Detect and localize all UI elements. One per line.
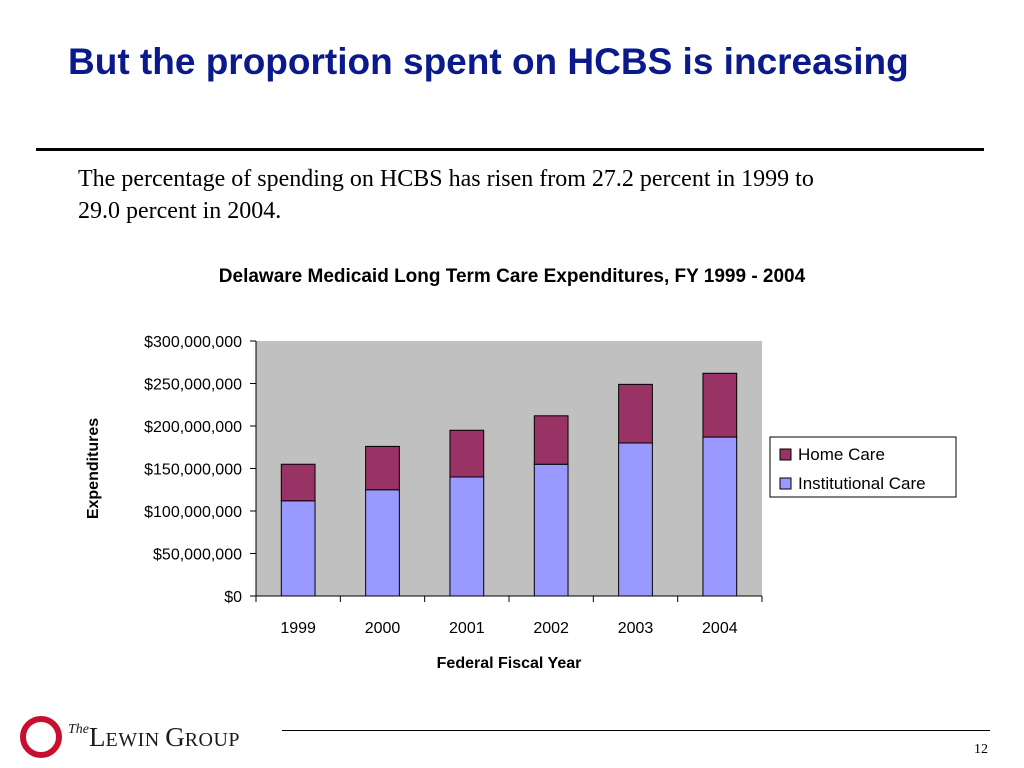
logo-wordmark: TheLEWIN GROUP [68, 722, 241, 752]
bar-home-care-2000 [365, 445, 400, 491]
chart-title: Delaware Medicaid Long Term Care Expendi… [218, 266, 806, 287]
y-tick-label: $150,000,000 [144, 462, 242, 479]
x-tick-label: 2000 [365, 620, 401, 637]
bar-home-care-2001 [449, 429, 485, 478]
legend: Home Care Institutional Care [769, 436, 957, 498]
lewin-group-logo: TheLEWIN GROUP [20, 716, 290, 760]
bar-home-care-2004 [702, 372, 738, 438]
page-number: 12 [974, 742, 988, 757]
bar-institutional-care-2001 [449, 476, 485, 597]
x-tick-label: 2004 [702, 620, 738, 637]
y-tick-label: $300,000,000 [144, 334, 242, 351]
bar-institutional-care-2002 [533, 463, 569, 597]
bar-institutional-care-1999 [280, 500, 316, 597]
logo-ring-icon [20, 716, 62, 758]
legend-swatch [779, 448, 792, 461]
legend-label: Institutional Care [798, 474, 926, 493]
y-axis-label: Expenditures [85, 418, 102, 519]
title-divider [36, 148, 984, 151]
footer-divider [282, 730, 990, 731]
x-tick-label: 2002 [533, 620, 569, 637]
x-tick-label: 2001 [449, 620, 485, 637]
legend-label: Home Care [798, 445, 885, 464]
axes-group [250, 340, 763, 602]
bar-institutional-care-2000 [365, 489, 400, 597]
tick-labels-group: $0 $50,000,000 $100,000,000 $150,000,000 $20… [144, 334, 738, 637]
x-tick-label: 2003 [618, 620, 654, 637]
y-tick-label: $0 [224, 589, 242, 606]
bar-home-care-1999 [280, 463, 316, 502]
bar-home-care-2002 [533, 415, 569, 465]
y-tick-label: $200,000,000 [144, 419, 242, 436]
y-tick-label: $50,000,000 [153, 547, 242, 564]
legend-box [769, 436, 957, 498]
y-tick-label: $250,000,000 [144, 377, 242, 394]
x-axis-label: Federal Fiscal Year [437, 655, 582, 672]
bar-institutional-care-2003 [618, 442, 653, 597]
bar-institutional-care-2004 [702, 436, 738, 597]
bar-home-care-2003 [618, 383, 653, 444]
y-tick-label: $100,000,000 [144, 504, 242, 521]
legend-swatch [779, 477, 792, 490]
plot-area [256, 341, 762, 596]
x-tick-label: 1999 [280, 620, 316, 637]
bars-group [280, 372, 738, 597]
slide-title: But the proportion spent on HCBS is incr… [68, 41, 909, 82]
slide-subtitle: The percentage of spending on HCBS has r… [78, 166, 814, 224]
